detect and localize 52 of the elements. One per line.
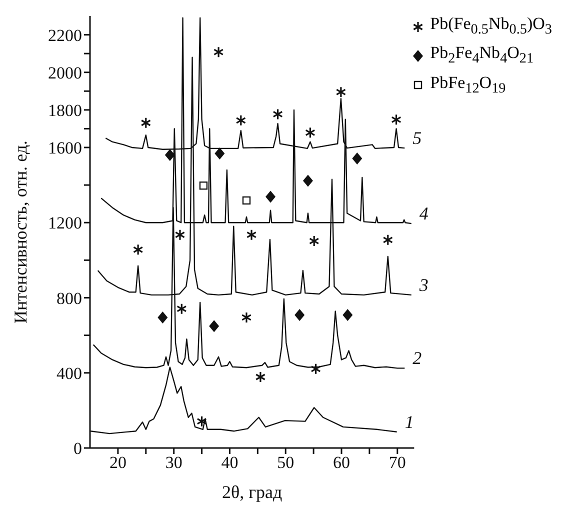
x-tick-label: 30	[165, 453, 182, 472]
point	[176, 303, 187, 315]
point	[336, 86, 346, 98]
point	[214, 147, 225, 160]
y-tick-label: 1800	[48, 100, 82, 120]
y-tick-label: 1600	[48, 138, 82, 158]
point	[342, 309, 353, 322]
point	[352, 152, 362, 165]
point	[209, 320, 220, 332]
point	[310, 363, 321, 375]
point	[199, 182, 208, 190]
legend-label: Pb(Fe$_{0.5}$Nb$_{0.5}$)O$_{3}$	[430, 13, 552, 40]
text: 2	[412, 348, 422, 368]
x-tick-label: 70	[388, 453, 406, 472]
point	[308, 235, 320, 247]
point	[158, 311, 168, 324]
y-axis-title: Интенсивность, отн. ед.	[10, 140, 30, 324]
legend-label: PbFe$_{12}$O$_{19}$	[430, 72, 506, 98]
series-label: 3	[418, 274, 428, 295]
x-tick-label: 20	[109, 453, 126, 472]
y-tick-label: 800	[56, 288, 82, 308]
series-label: 5	[412, 128, 422, 148]
point	[196, 416, 207, 428]
x-tick-label: 60	[333, 453, 350, 472]
y-tick-label: 1200	[48, 214, 82, 233]
y-tick-label: 400	[56, 364, 82, 383]
series-label: 4	[419, 204, 428, 224]
point	[213, 46, 224, 58]
x-tick-label: 50	[277, 453, 294, 472]
point	[174, 229, 186, 241]
y-tick-label: 2000	[48, 63, 82, 82]
series-label: 1	[404, 412, 414, 432]
point	[391, 114, 402, 126]
point	[241, 312, 252, 324]
legend-label: 2	[448, 50, 456, 67]
point	[272, 108, 283, 120]
point	[242, 196, 251, 205]
x-axis-title: 2θ, град	[222, 482, 282, 502]
point	[246, 229, 257, 241]
point	[302, 174, 313, 187]
point	[266, 190, 276, 203]
x-tick-label: 40	[221, 453, 238, 472]
point	[255, 371, 266, 383]
point	[140, 117, 152, 129]
y-tick-label: 2200	[48, 26, 82, 45]
point	[382, 234, 394, 246]
point	[294, 309, 305, 322]
point	[236, 114, 246, 126]
y-tick-label: 0	[74, 439, 82, 458]
point	[164, 148, 175, 161]
point	[305, 126, 316, 138]
point	[132, 244, 144, 256]
